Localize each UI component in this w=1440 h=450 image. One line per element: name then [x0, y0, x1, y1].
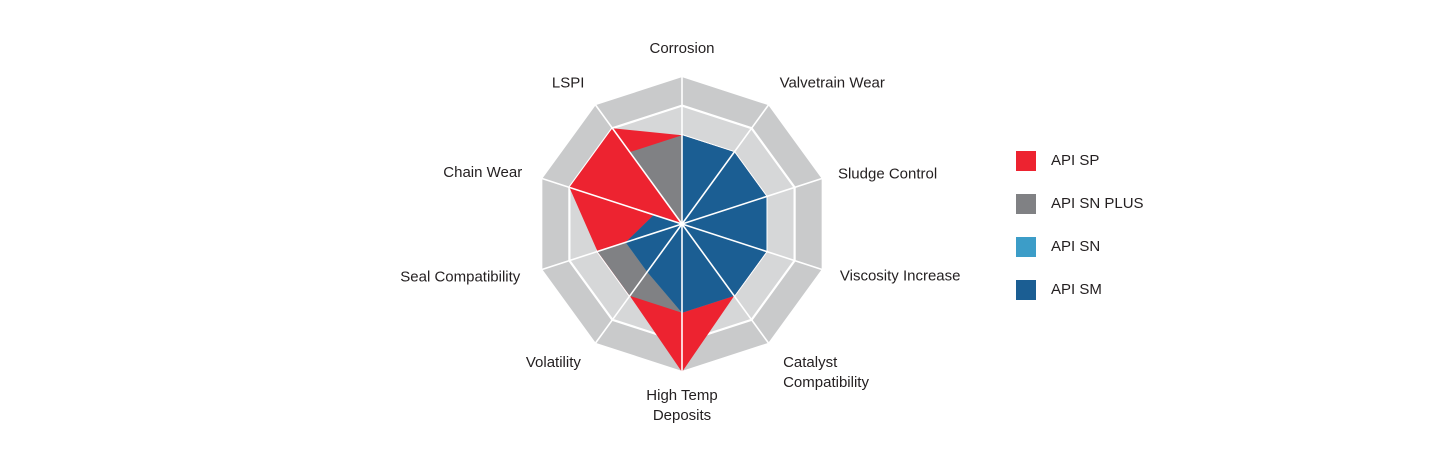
grid-spoke-chain-wear — [540, 177, 683, 225]
axis-label-line: Volatility — [526, 354, 582, 371]
axis-label-line: Compatibility — [783, 374, 869, 391]
axis-label-volatility: Volatility — [526, 354, 582, 371]
axis-label-high-temp-deposits: High Temp Deposits — [646, 387, 717, 424]
legend-item-api-sm: API SM — [1016, 279, 1144, 300]
axis-labels: Corrosion Valvetrain Wear Sludge Control Vi… — [400, 40, 960, 424]
legend-swatch-api-sn-plus — [1016, 193, 1036, 214]
axis-label-lspi: LSPI — [552, 75, 585, 92]
legend-item-api-sn-plus: API SN PLUS — [1016, 193, 1144, 214]
axis-label-line: Valvetrain Wear — [780, 75, 885, 92]
legend-swatch-api-sm — [1016, 279, 1036, 300]
axis-label-line: Deposits — [653, 407, 711, 424]
axis-label-line: High Temp — [646, 387, 717, 404]
axis-label-line: Catalyst — [783, 354, 838, 371]
legend-label-api-sp: API SP — [1051, 152, 1100, 169]
grid-spoke-sludge-control — [681, 177, 824, 225]
axis-label-line: Viscosity Increase — [840, 267, 961, 284]
axis-label-sludge-control: Sludge Control — [838, 165, 937, 182]
axis-label-line: Corrosion — [649, 40, 714, 57]
grid-spoke-lspi — [594, 103, 683, 225]
legend-label-api-sn-plus: API SN PLUS — [1051, 195, 1144, 212]
series-area-api-sm — [625, 135, 767, 313]
legend: API SP API SN PLUS API SN API SM — [1016, 150, 1144, 322]
axis-label-line: Sludge Control — [838, 165, 937, 182]
grid-spoke-catalyst-compatibility — [681, 223, 770, 345]
axis-label-corrosion: Corrosion — [649, 40, 714, 57]
legend-item-api-sn: API SN — [1016, 236, 1144, 257]
axis-label-seal-compatibility: Seal Compatibility — [400, 269, 521, 286]
axis-label-line: LSPI — [552, 75, 585, 92]
legend-swatch-api-sn — [1016, 236, 1036, 257]
legend-swatch-api-sp — [1016, 150, 1036, 171]
legend-label-api-sm: API SM — [1051, 281, 1102, 298]
axis-label-line: Seal Compatibility — [400, 269, 521, 286]
axis-label-viscosity-increase: Viscosity Increase — [840, 267, 961, 284]
axis-label-chain-wear: Chain Wear — [443, 164, 522, 181]
legend-item-api-sp: API SP — [1016, 150, 1144, 171]
grid-spoke-valvetrain-wear — [681, 103, 770, 225]
grid-spoke-viscosity-increase — [681, 223, 824, 271]
grid-spoke-seal-compatibility — [540, 223, 683, 271]
axis-label-valvetrain-wear: Valvetrain Wear — [780, 75, 885, 92]
axis-label-line: Chain Wear — [443, 164, 522, 181]
grid-spoke-volatility — [594, 223, 683, 345]
grid-spokes — [540, 76, 824, 372]
legend-label-api-sn: API SN — [1051, 238, 1101, 255]
axis-label-catalyst-compatibility: Catalyst Compatibility — [783, 354, 869, 391]
